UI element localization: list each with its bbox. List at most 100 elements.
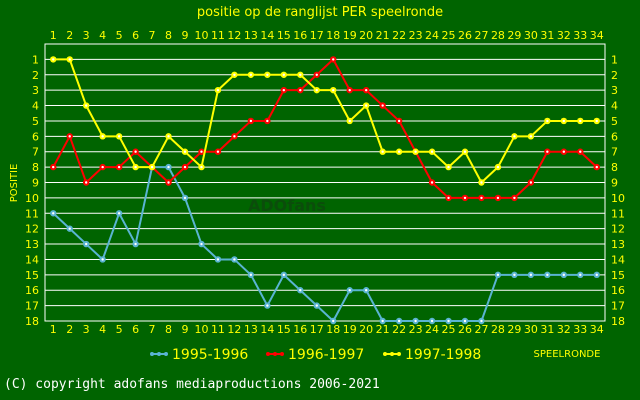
x-tick-label-bottom: 6 (132, 323, 139, 336)
data-point-highlight (546, 150, 549, 153)
data-point-highlight (381, 150, 384, 153)
data-point-highlight (496, 273, 500, 277)
y-tick-label-right: 2 (611, 69, 618, 82)
x-tick-label-top: 14 (260, 29, 274, 42)
x-tick-label-top: 10 (194, 29, 208, 42)
data-point-highlight (117, 135, 121, 138)
x-tick-label-bottom: 15 (277, 323, 291, 336)
data-point-highlight (381, 104, 384, 107)
x-tick-label-bottom: 33 (573, 323, 587, 336)
data-point-highlight (595, 165, 598, 169)
x-tick-label-bottom: 31 (540, 323, 554, 336)
y-tick-label-right: 4 (611, 100, 618, 113)
data-point-highlight (68, 58, 71, 61)
x-tick-label-bottom: 14 (260, 323, 274, 336)
data-point-highlight (52, 58, 55, 61)
x-tick-label-bottom: 20 (359, 323, 373, 336)
data-point-highlight (134, 242, 137, 246)
data-point-highlight (68, 135, 71, 138)
y-tick-label-left: 10 (25, 192, 39, 205)
x-tick-label-bottom: 17 (310, 323, 324, 336)
data-point-highlight (447, 319, 450, 323)
x-tick-label-top: 11 (211, 29, 225, 42)
legend-marker (266, 352, 270, 356)
x-tick-label-top: 19 (343, 29, 357, 42)
x-tick-label-top: 20 (359, 29, 373, 42)
x-tick-label-top: 25 (442, 29, 456, 42)
x-tick-label-top: 17 (310, 29, 324, 42)
x-tick-label-top: 12 (227, 29, 241, 42)
x-tick-label-top: 24 (425, 29, 439, 42)
x-tick-label-top: 27 (474, 29, 488, 42)
copyright-text: (C) copyright adofans mediaproductions 2… (4, 377, 380, 392)
y-tick-label-left: 18 (25, 315, 39, 328)
data-point-highlight (134, 150, 137, 153)
data-point-highlight (463, 319, 467, 323)
x-tick-label-top: 2 (66, 29, 73, 42)
x-tick-label-top: 1 (50, 29, 57, 42)
data-point-highlight (332, 319, 335, 323)
legend: 1995-1996 1996-1997 1997-1998 (150, 347, 481, 363)
data-point-highlight (496, 196, 500, 200)
data-point-highlight (397, 319, 401, 323)
data-point-highlight (266, 119, 269, 123)
y-tick-label-left: 1 (32, 53, 39, 66)
data-point-highlight (266, 73, 269, 76)
y-tick-label-right: 17 (611, 300, 625, 313)
y-tick-label-right: 11 (611, 207, 625, 220)
x-tick-label-bottom: 8 (165, 323, 172, 336)
x-tick-label-bottom: 26 (458, 323, 472, 336)
data-point-highlight (414, 150, 417, 153)
data-point-highlight (299, 73, 302, 76)
series-1996-1997 (50, 56, 600, 202)
data-point-highlight (183, 165, 187, 169)
x-tick-label-bottom: 4 (99, 323, 106, 336)
data-point-highlight (84, 104, 88, 107)
series-line (52, 57, 598, 199)
x-tick-label-bottom: 13 (244, 323, 258, 336)
data-point-highlight (183, 196, 187, 200)
data-point-highlight (447, 196, 450, 200)
data-point-highlight (216, 88, 220, 92)
data-point-highlight (348, 289, 351, 292)
x-tick-label-top: 29 (507, 29, 521, 42)
x-tick-label-top: 6 (132, 29, 139, 42)
y-tick-label-left: 7 (32, 146, 39, 159)
data-point-highlight (562, 150, 566, 153)
legend-label: 1995-1996 (172, 347, 248, 363)
data-point-highlight (282, 88, 286, 92)
data-point-highlight (150, 165, 154, 169)
y-tick-label-left: 15 (25, 269, 39, 282)
data-point-highlight (348, 119, 351, 123)
y-tick-label-right: 10 (611, 192, 625, 205)
data-point-highlight (282, 73, 286, 76)
data-point-highlight (529, 273, 533, 277)
x-tick-label-bottom: 29 (507, 323, 521, 336)
x-tick-label-top: 21 (376, 29, 390, 42)
x-tick-label-top: 18 (326, 29, 340, 42)
data-point-highlight (430, 150, 434, 153)
x-tick-label-bottom: 32 (557, 323, 571, 336)
y-tick-label-right: 12 (611, 223, 625, 236)
data-point-highlight (315, 304, 318, 307)
y-tick-label-right: 8 (611, 161, 618, 174)
x-axis-label: SPEELRONDE (534, 349, 601, 360)
data-point-highlight (480, 181, 483, 184)
data-point-highlight (529, 135, 533, 138)
data-point-highlight (84, 181, 88, 184)
y-tick-label-left: 16 (25, 284, 39, 297)
legend-marker (280, 352, 284, 356)
x-tick-label-top: 9 (182, 29, 189, 42)
data-point-highlight (463, 150, 467, 153)
data-point-highlight (364, 88, 368, 92)
data-point-highlight (364, 104, 368, 107)
data-point-highlight (414, 319, 417, 323)
data-point-highlight (52, 212, 55, 215)
x-tick-label-bottom: 11 (211, 323, 225, 336)
x-tick-label-bottom: 25 (442, 323, 456, 336)
data-point-highlight (463, 196, 467, 200)
y-tick-label-right: 3 (611, 84, 618, 97)
data-point-highlight (397, 150, 401, 153)
